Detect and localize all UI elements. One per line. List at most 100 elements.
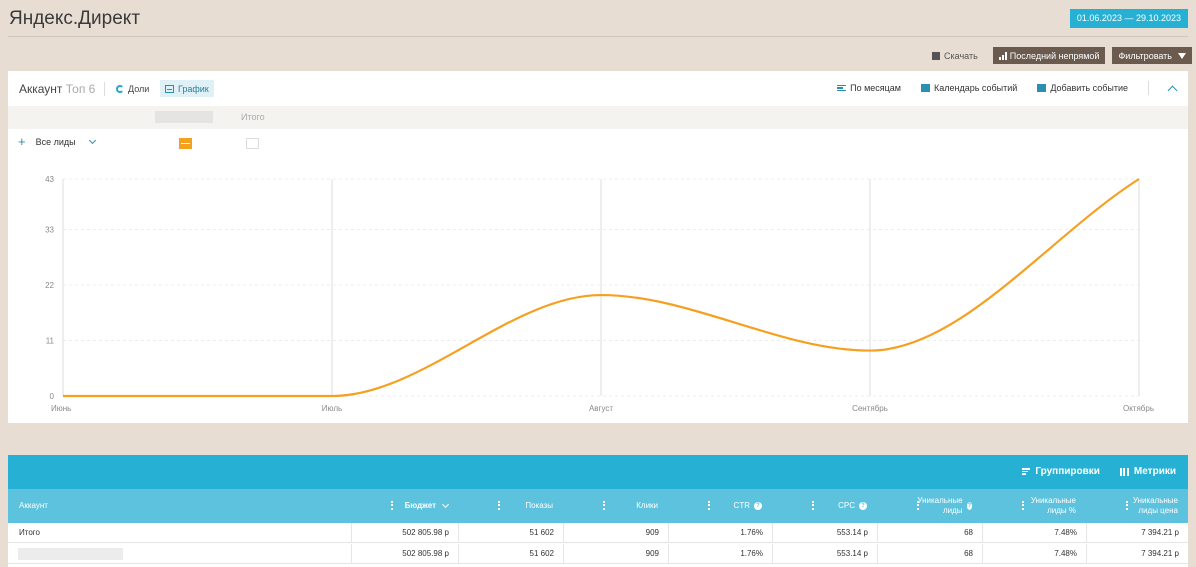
column-header-label: CTR xyxy=(733,501,750,510)
help-icon[interactable]: ? xyxy=(754,502,762,510)
table-cell: 68 xyxy=(964,549,973,558)
cell-divider xyxy=(351,544,352,564)
column-menu-icon[interactable] xyxy=(1022,501,1024,510)
cell-divider xyxy=(458,523,459,543)
header-separator-right xyxy=(1148,81,1149,95)
table-cell: 7.48% xyxy=(1054,549,1077,558)
by-months-button[interactable]: По месяцам xyxy=(837,83,901,93)
column-header[interactable]: CPC? xyxy=(812,489,867,523)
sort-chevron-icon xyxy=(441,500,450,509)
column-menu-icon[interactable] xyxy=(812,501,814,510)
graph-icon xyxy=(165,84,174,93)
column-header[interactable]: Показы xyxy=(498,489,553,523)
cell-divider xyxy=(458,544,459,564)
column-header[interactable]: Бюджет xyxy=(391,489,450,523)
column-header-label: Уникальные лиды % xyxy=(1030,496,1076,515)
x-tick-label: Август xyxy=(589,404,613,413)
groupings-icon xyxy=(1022,468,1031,475)
table-cell: 502 805.98 р xyxy=(402,549,449,558)
plus-icon[interactable]: + xyxy=(18,134,26,149)
cell-divider xyxy=(668,544,669,564)
header-separator xyxy=(104,82,105,96)
table-row[interactable]: Итого 502 805.98 р 51 602 909 1.76% 553.14 р 6… xyxy=(8,523,1188,543)
table-header: Аккаунт Бюджет Показы Клики CTR? CPC? Уникальн… xyxy=(8,489,1188,523)
column-menu-icon[interactable] xyxy=(917,501,919,510)
y-tick-label: 43 xyxy=(45,175,54,184)
column-header[interactable]: Уникальные лиды цена xyxy=(1126,489,1178,523)
column-header-label: CPC xyxy=(838,501,855,510)
table-row[interactable]: 502 805.98 р 51 602 909 1.76% 553.14 р 68 7.48… xyxy=(8,544,1188,564)
column-header-label: Клики xyxy=(636,501,658,510)
column-header-label: Показы xyxy=(525,501,553,510)
pie-icon xyxy=(116,84,124,93)
series-swatch-total[interactable] xyxy=(246,138,259,149)
table-cell: 7.48% xyxy=(1054,528,1077,537)
column-header[interactable]: CTR? xyxy=(708,489,762,523)
attribution-button[interactable]: Последний непрямой xyxy=(992,47,1106,64)
cell-divider xyxy=(982,523,983,543)
table-cell: 502 805.98 р xyxy=(402,528,449,537)
cell-divider xyxy=(877,523,878,543)
chart-card: Аккаунт Топ 6 Доли График По месяцам Кал… xyxy=(8,71,1188,423)
legend-band: Итого xyxy=(8,106,1188,129)
column-menu-icon[interactable] xyxy=(1126,501,1128,510)
graph-toggle[interactable]: График xyxy=(160,80,214,97)
filter-button[interactable]: Фильтровать xyxy=(1112,47,1192,64)
leads-filter[interactable]: + Все лиды xyxy=(18,134,96,149)
events-calendar-button[interactable]: Календарь событий xyxy=(920,83,1017,93)
column-header-label: Уникальные лиды цена xyxy=(1132,496,1178,515)
add-event-button[interactable]: Добавить событие xyxy=(1037,83,1128,93)
column-header[interactable]: Уникальные лиды? xyxy=(917,489,972,523)
cell-divider xyxy=(982,544,983,564)
x-tick-label: Сентябрь xyxy=(852,404,888,413)
x-tick-label: Октябрь xyxy=(1123,404,1154,413)
series-line xyxy=(62,178,1140,398)
bar-chart-icon xyxy=(998,51,1007,60)
table-cell: 7 394.21 р xyxy=(1141,549,1179,558)
date-range-picker[interactable]: 01.06.2023 — 29.10.2023 xyxy=(1069,9,1188,28)
x-tick-label: Июнь xyxy=(51,404,71,413)
leads-filter-label: Все лиды xyxy=(35,137,76,147)
table-card: Группировки Метрики Аккаунт Бюджет Показы К… xyxy=(8,455,1188,567)
column-menu-icon[interactable] xyxy=(498,501,500,510)
metrics-button[interactable]: Метрики xyxy=(1119,466,1176,477)
column-header[interactable]: Уникальные лиды % xyxy=(1022,489,1076,523)
x-tick-label: Июль xyxy=(322,404,342,413)
download-icon xyxy=(932,51,941,60)
series-swatch-active[interactable] xyxy=(179,138,192,149)
row-name: Итого xyxy=(19,528,40,537)
column-menu-icon[interactable] xyxy=(603,501,605,510)
top-label: Топ 6 xyxy=(65,82,96,96)
metrics-icon xyxy=(1119,467,1129,476)
column-menu-icon[interactable] xyxy=(391,501,393,510)
table-cell: 51 602 xyxy=(529,528,554,537)
row-name-blurred xyxy=(18,548,123,560)
column-menu-icon[interactable] xyxy=(708,501,710,510)
download-button[interactable]: Скачать xyxy=(924,47,986,64)
legend-total: Итого xyxy=(241,112,265,122)
legend-series-blurred xyxy=(155,111,213,123)
cell-divider xyxy=(351,523,352,543)
table-cell: 51 602 xyxy=(529,549,554,558)
cell-divider xyxy=(1086,544,1087,564)
cell-divider xyxy=(1086,523,1087,543)
column-header[interactable]: Клики xyxy=(603,489,658,523)
help-icon[interactable]: ? xyxy=(966,502,972,510)
column-header[interactable]: Аккаунт xyxy=(19,489,48,523)
cell-divider xyxy=(563,544,564,564)
y-tick-label: 0 xyxy=(50,392,55,401)
column-header-label: Уникальные лиды xyxy=(917,496,963,515)
groupings-button[interactable]: Группировки xyxy=(1022,466,1100,477)
help-icon[interactable]: ? xyxy=(859,502,867,510)
line-chart: 0 11 22 33 43 Июнь Июль Август Сентябрь Октябрь xyxy=(45,175,1154,413)
toolbar-actions: Скачать Последний непрямой Фильтровать xyxy=(924,47,1192,64)
shares-toggle[interactable]: Доли xyxy=(111,80,154,97)
app-title: Яндекс.Директ xyxy=(9,8,141,29)
cell-divider xyxy=(772,544,773,564)
table-cell: 909 xyxy=(645,528,659,537)
table-toolbar: Группировки Метрики xyxy=(8,455,1188,489)
table-cell: 68 xyxy=(964,528,973,537)
table-cell: 1.76% xyxy=(740,528,763,537)
calendar-icon xyxy=(920,84,930,92)
chart-header: Аккаунт Топ 6 Доли График По месяцам Кал… xyxy=(8,71,1188,105)
